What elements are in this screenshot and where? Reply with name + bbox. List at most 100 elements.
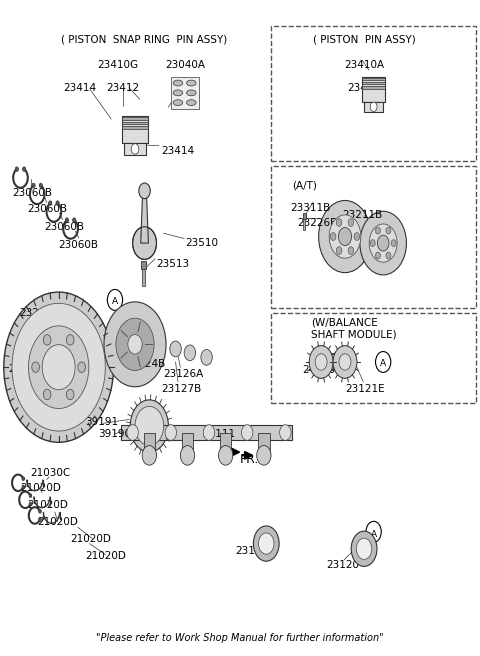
Text: 23510: 23510 — [185, 238, 218, 248]
Text: ( PISTON  PIN ASSY): ( PISTON PIN ASSY) — [312, 34, 416, 44]
Text: 39191: 39191 — [85, 417, 118, 427]
Bar — [171, 77, 199, 109]
Text: SHAFT MODULE): SHAFT MODULE) — [311, 330, 396, 340]
Circle shape — [339, 354, 351, 370]
Circle shape — [319, 201, 372, 273]
Circle shape — [22, 485, 24, 489]
Circle shape — [370, 102, 377, 112]
Circle shape — [170, 341, 181, 357]
Ellipse shape — [173, 80, 183, 86]
Circle shape — [377, 235, 389, 251]
Text: 23125: 23125 — [235, 546, 268, 556]
Text: 23260: 23260 — [20, 308, 52, 318]
Text: (A/T): (A/T) — [292, 180, 317, 190]
Bar — [303, 213, 306, 219]
Text: 23124B: 23124B — [125, 359, 166, 369]
Text: 23120: 23120 — [326, 560, 359, 570]
Circle shape — [336, 218, 342, 226]
Text: 23060B: 23060B — [28, 204, 68, 214]
Bar — [220, 432, 231, 455]
Circle shape — [15, 167, 18, 171]
Circle shape — [184, 345, 196, 361]
Text: 23412: 23412 — [348, 83, 381, 93]
Circle shape — [329, 215, 361, 258]
Circle shape — [315, 354, 327, 370]
Circle shape — [116, 318, 154, 371]
Circle shape — [309, 346, 333, 379]
Circle shape — [132, 227, 156, 259]
Circle shape — [28, 326, 89, 409]
Circle shape — [23, 167, 26, 171]
Circle shape — [356, 538, 372, 560]
Circle shape — [370, 239, 375, 247]
Text: 39190A: 39190A — [98, 429, 138, 440]
Text: 23410G: 23410G — [98, 60, 139, 70]
Circle shape — [348, 247, 354, 255]
Text: (W/BALANCE: (W/BALANCE — [311, 318, 377, 327]
Circle shape — [135, 406, 164, 445]
Text: 23412: 23412 — [107, 83, 140, 93]
Bar — [120, 424, 292, 440]
Text: 23060B: 23060B — [12, 188, 52, 197]
Circle shape — [165, 424, 177, 440]
Circle shape — [354, 233, 360, 241]
Circle shape — [330, 233, 336, 241]
Bar — [303, 219, 305, 230]
Bar — [362, 77, 385, 102]
Circle shape — [78, 362, 85, 373]
Circle shape — [333, 346, 357, 379]
Circle shape — [12, 303, 105, 431]
Text: 23311B: 23311B — [290, 203, 330, 213]
Text: 21020D: 21020D — [37, 518, 78, 527]
Circle shape — [43, 389, 51, 400]
Text: 21020D: 21020D — [85, 552, 126, 562]
Circle shape — [29, 494, 32, 497]
Bar — [144, 432, 155, 455]
Bar — [124, 144, 146, 155]
Text: 23414: 23414 — [161, 146, 194, 156]
Bar — [362, 86, 385, 89]
Text: 23121E: 23121E — [345, 384, 384, 394]
Bar — [182, 432, 193, 455]
Circle shape — [348, 218, 354, 226]
Circle shape — [127, 424, 138, 440]
Circle shape — [369, 224, 397, 262]
Circle shape — [128, 335, 142, 354]
Circle shape — [280, 424, 291, 440]
Bar — [362, 82, 385, 85]
Circle shape — [203, 424, 215, 440]
Text: 21020D: 21020D — [21, 483, 61, 493]
Circle shape — [142, 445, 156, 465]
Circle shape — [29, 502, 32, 506]
Circle shape — [131, 144, 139, 154]
Circle shape — [65, 218, 69, 222]
Text: 21020D: 21020D — [28, 501, 69, 510]
Text: 23414: 23414 — [63, 83, 96, 93]
Circle shape — [139, 183, 150, 199]
Text: ( PISTON  SNAP RING  PIN ASSY): ( PISTON SNAP RING PIN ASSY) — [61, 34, 228, 44]
Text: 23410A: 23410A — [344, 60, 384, 70]
Circle shape — [32, 183, 35, 188]
Text: FR.: FR. — [240, 453, 259, 466]
Circle shape — [351, 531, 377, 566]
Circle shape — [48, 201, 52, 205]
Circle shape — [391, 239, 396, 247]
Circle shape — [4, 292, 114, 442]
Ellipse shape — [173, 100, 183, 106]
Text: 23060B: 23060B — [44, 222, 84, 232]
Text: 23311A: 23311A — [9, 364, 49, 374]
Circle shape — [218, 445, 233, 465]
Text: "Please refer to Work Shop Manual for further information": "Please refer to Work Shop Manual for fu… — [96, 633, 384, 643]
Circle shape — [386, 227, 391, 234]
Text: 23111: 23111 — [202, 429, 235, 440]
Text: 23040A: 23040A — [165, 60, 205, 70]
Circle shape — [39, 183, 42, 188]
Bar — [122, 117, 148, 119]
Bar — [122, 126, 148, 129]
Circle shape — [201, 350, 212, 365]
Text: 21030C: 21030C — [30, 468, 70, 478]
Text: 23211B: 23211B — [343, 211, 383, 220]
Circle shape — [43, 335, 51, 345]
Bar — [142, 269, 145, 285]
Bar — [258, 432, 270, 455]
